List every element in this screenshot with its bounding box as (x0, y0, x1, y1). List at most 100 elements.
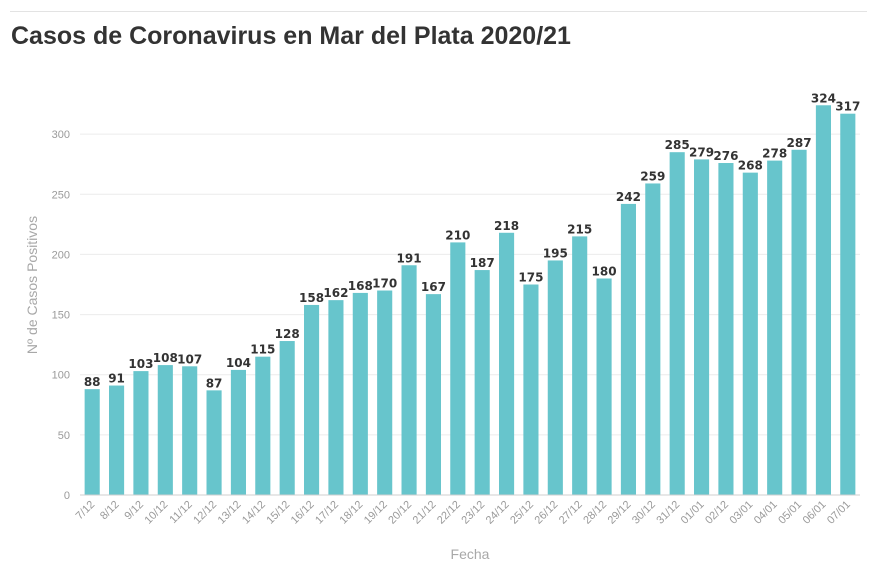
x-tick-label: 16/12 (289, 499, 317, 527)
x-tick-label: 13/12 (216, 499, 244, 527)
data-label: 187 (470, 256, 495, 270)
bar[interactable] (840, 113, 856, 496)
x-tick-label: 23/12 (459, 499, 487, 527)
x-tick-label: 26/12 (532, 499, 560, 527)
data-label: 191 (397, 251, 422, 265)
y-tick-label: 50 (58, 430, 70, 442)
data-label: 276 (713, 149, 738, 163)
data-label: 285 (665, 138, 690, 152)
bar[interactable] (767, 160, 783, 495)
bar[interactable] (304, 304, 320, 495)
data-label: 317 (835, 100, 860, 114)
bar[interactable] (620, 203, 636, 495)
y-tick-label: 200 (52, 249, 70, 261)
data-label: 107 (177, 352, 202, 366)
bar[interactable] (133, 371, 149, 495)
bar[interactable] (450, 242, 466, 495)
x-tick-label: 10/12 (142, 499, 170, 527)
bar[interactable] (230, 369, 246, 495)
data-label: 162 (323, 286, 348, 300)
x-tick-label: 15/12 (264, 499, 292, 527)
data-label: 195 (543, 246, 568, 260)
bar[interactable] (377, 290, 393, 495)
x-tick-label: 04/01 (752, 499, 780, 527)
y-axis-ticks: 0 50 100 150 200 250 300 (52, 129, 70, 502)
bar[interactable] (206, 390, 222, 495)
bar[interactable] (669, 152, 685, 495)
x-tick-label: 22/12 (435, 499, 463, 527)
bar[interactable] (596, 278, 612, 495)
bar[interactable] (255, 356, 271, 495)
y-tick-label: 0 (64, 490, 70, 502)
data-label: 108 (153, 351, 178, 365)
bar[interactable] (645, 183, 661, 495)
bar[interactable] (109, 385, 125, 495)
x-tick-label: 18/12 (337, 499, 365, 527)
x-tick-label: 8/12 (98, 499, 122, 523)
bar[interactable] (499, 232, 515, 495)
data-label: 115 (250, 343, 275, 357)
bar[interactable] (157, 365, 173, 495)
x-tick-label: 02/12 (703, 499, 731, 527)
data-label: 91 (108, 372, 125, 386)
data-label: 87 (206, 376, 223, 390)
x-tick-label: 07/01 (825, 499, 853, 527)
y-tick-label: 250 (52, 189, 70, 201)
data-label: 287 (787, 136, 812, 150)
x-tick-label: 01/01 (679, 499, 707, 527)
bar[interactable] (474, 270, 490, 495)
x-tick-label: 7/12 (74, 499, 98, 523)
data-label: 104 (226, 356, 251, 370)
data-label: 259 (640, 169, 665, 183)
bar[interactable] (523, 284, 539, 496)
x-tick-label: 14/12 (240, 499, 268, 527)
x-tick-label: 25/12 (508, 499, 536, 527)
bar[interactable] (84, 389, 100, 495)
data-label: 158 (299, 291, 324, 305)
bar[interactable] (791, 149, 807, 495)
bar[interactable] (547, 260, 563, 495)
data-label: 218 (494, 219, 519, 233)
bar[interactable] (328, 300, 344, 495)
data-label: 278 (762, 147, 787, 161)
x-tick-label: 29/12 (606, 499, 634, 527)
bar[interactable] (352, 292, 368, 495)
data-label: 88 (84, 375, 101, 389)
x-tick-label: 19/12 (362, 499, 390, 527)
x-tick-label: 03/01 (727, 499, 755, 527)
data-label: 175 (518, 271, 543, 285)
x-axis-title: Fecha (451, 546, 490, 562)
x-tick-label: 27/12 (557, 499, 585, 527)
x-tick-label: 12/12 (191, 499, 219, 527)
bar[interactable] (718, 163, 734, 496)
bar[interactable] (182, 366, 198, 495)
y-tick-label: 300 (52, 129, 70, 141)
x-tick-label: 06/01 (801, 499, 829, 527)
bar[interactable] (815, 105, 831, 495)
x-tick-label: 17/12 (313, 499, 341, 527)
y-tick-label: 100 (52, 370, 70, 382)
chart-title: Casos de Coronavirus en Mar del Plata 20… (11, 22, 571, 50)
data-label: 268 (738, 159, 763, 173)
data-label: 242 (616, 190, 641, 204)
data-label: 215 (567, 222, 592, 236)
data-label: 324 (811, 91, 836, 105)
x-tick-label: 24/12 (484, 499, 512, 527)
x-tick-label: 11/12 (167, 499, 194, 526)
bar[interactable] (694, 159, 710, 495)
x-tick-label: 28/12 (581, 499, 609, 527)
bar[interactable] (742, 172, 758, 496)
bar[interactable] (279, 341, 295, 495)
bar[interactable] (425, 294, 441, 495)
x-tick-label: 21/12 (411, 499, 439, 527)
top-divider (10, 11, 867, 12)
data-label: 279 (689, 145, 714, 159)
bar[interactable] (572, 236, 588, 495)
bar[interactable] (401, 265, 417, 495)
x-tick-label: 30/12 (630, 499, 658, 527)
x-axis-ticks: 7/12 8/12 9/1210/1211/1212/1213/1214/1215/… (74, 499, 853, 527)
y-axis-title: Nº de Casos Positivos (24, 216, 40, 354)
x-tick-label: 31/12 (654, 499, 682, 527)
